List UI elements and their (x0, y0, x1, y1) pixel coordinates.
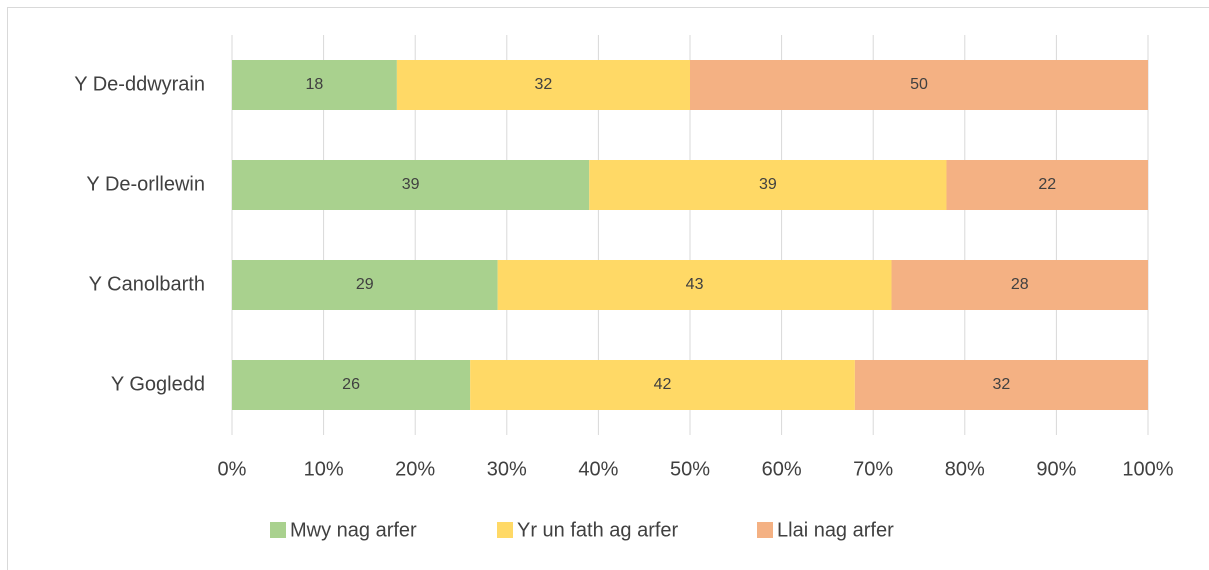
x-tick-label: 0% (218, 458, 247, 480)
x-tick-label: 90% (1036, 458, 1076, 480)
bar-segment (946, 160, 1148, 210)
bar-segment (232, 360, 471, 410)
bar-segment (232, 160, 590, 210)
y-tick-label: Y De-orllewin (86, 173, 205, 195)
data-label: 32 (993, 376, 1011, 393)
x-tick-label: 50% (670, 458, 710, 480)
bar-segment (232, 60, 397, 110)
y-tick-label: Y Canolbarth (89, 273, 205, 295)
data-label: 42 (654, 376, 672, 393)
x-tick-label: 10% (304, 458, 344, 480)
legend-label: Mwy nag arfer (290, 519, 417, 541)
legend-label: Yr un fath ag arfer (517, 519, 679, 541)
data-label: 32 (535, 76, 553, 93)
data-label: 43 (686, 276, 704, 293)
bar-segment (690, 60, 1148, 110)
data-label: 39 (402, 176, 420, 193)
bar-segment (232, 260, 498, 310)
data-label: 29 (356, 276, 374, 293)
data-label: 28 (1011, 276, 1029, 293)
y-tick-label: Y Gogledd (111, 373, 205, 395)
bar-segment (497, 260, 892, 310)
data-label: 50 (910, 76, 928, 93)
x-tick-label: 70% (853, 458, 893, 480)
data-label: 22 (1038, 176, 1056, 193)
data-label: 18 (306, 76, 324, 93)
x-tick-label: 100% (1122, 458, 1173, 480)
data-label: 39 (759, 176, 777, 193)
x-tick-label: 30% (487, 458, 527, 480)
bar-segment (396, 60, 690, 110)
legend-swatch (757, 522, 773, 538)
bar-segment (589, 160, 947, 210)
bar-segment (470, 360, 855, 410)
x-tick-label: 20% (395, 458, 435, 480)
x-tick-label: 80% (945, 458, 985, 480)
data-label: 26 (342, 376, 360, 393)
legend-swatch (270, 522, 286, 538)
legend-label: Llai nag arfer (777, 519, 894, 541)
chart-border (7, 7, 1209, 570)
y-tick-label: Y De-ddwyrain (74, 73, 205, 95)
x-tick-label: 60% (762, 458, 802, 480)
x-tick-label: 40% (578, 458, 618, 480)
bar-segment (854, 360, 1148, 410)
legend-swatch (497, 522, 513, 538)
bar-segment (891, 260, 1148, 310)
